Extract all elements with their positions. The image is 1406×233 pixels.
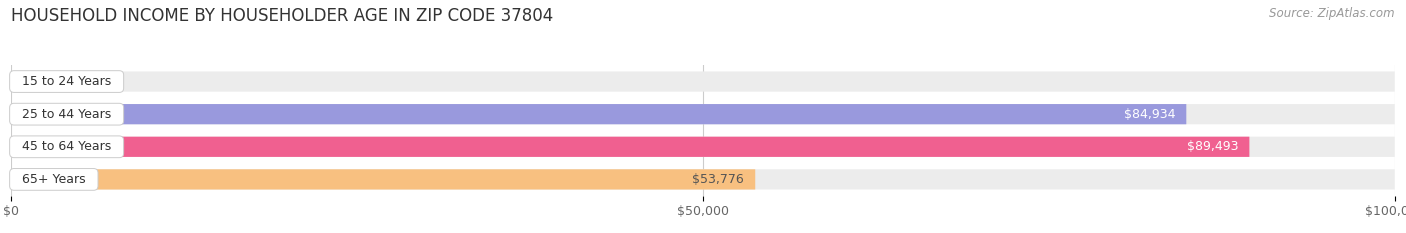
Text: 45 to 64 Years: 45 to 64 Years: [14, 140, 120, 153]
FancyBboxPatch shape: [11, 104, 1395, 124]
FancyBboxPatch shape: [11, 169, 755, 189]
FancyBboxPatch shape: [11, 104, 1187, 124]
FancyBboxPatch shape: [11, 137, 1395, 157]
Text: $53,776: $53,776: [692, 173, 744, 186]
Text: 15 to 24 Years: 15 to 24 Years: [14, 75, 120, 88]
Text: $0: $0: [59, 75, 76, 88]
FancyBboxPatch shape: [11, 72, 46, 92]
Text: 65+ Years: 65+ Years: [14, 173, 94, 186]
Text: Source: ZipAtlas.com: Source: ZipAtlas.com: [1270, 7, 1395, 20]
Text: 25 to 44 Years: 25 to 44 Years: [14, 108, 120, 121]
FancyBboxPatch shape: [11, 169, 1395, 189]
FancyBboxPatch shape: [11, 137, 1250, 157]
Text: $89,493: $89,493: [1187, 140, 1239, 153]
Text: HOUSEHOLD INCOME BY HOUSEHOLDER AGE IN ZIP CODE 37804: HOUSEHOLD INCOME BY HOUSEHOLDER AGE IN Z…: [11, 7, 554, 25]
FancyBboxPatch shape: [11, 72, 1395, 92]
Text: $84,934: $84,934: [1123, 108, 1175, 121]
